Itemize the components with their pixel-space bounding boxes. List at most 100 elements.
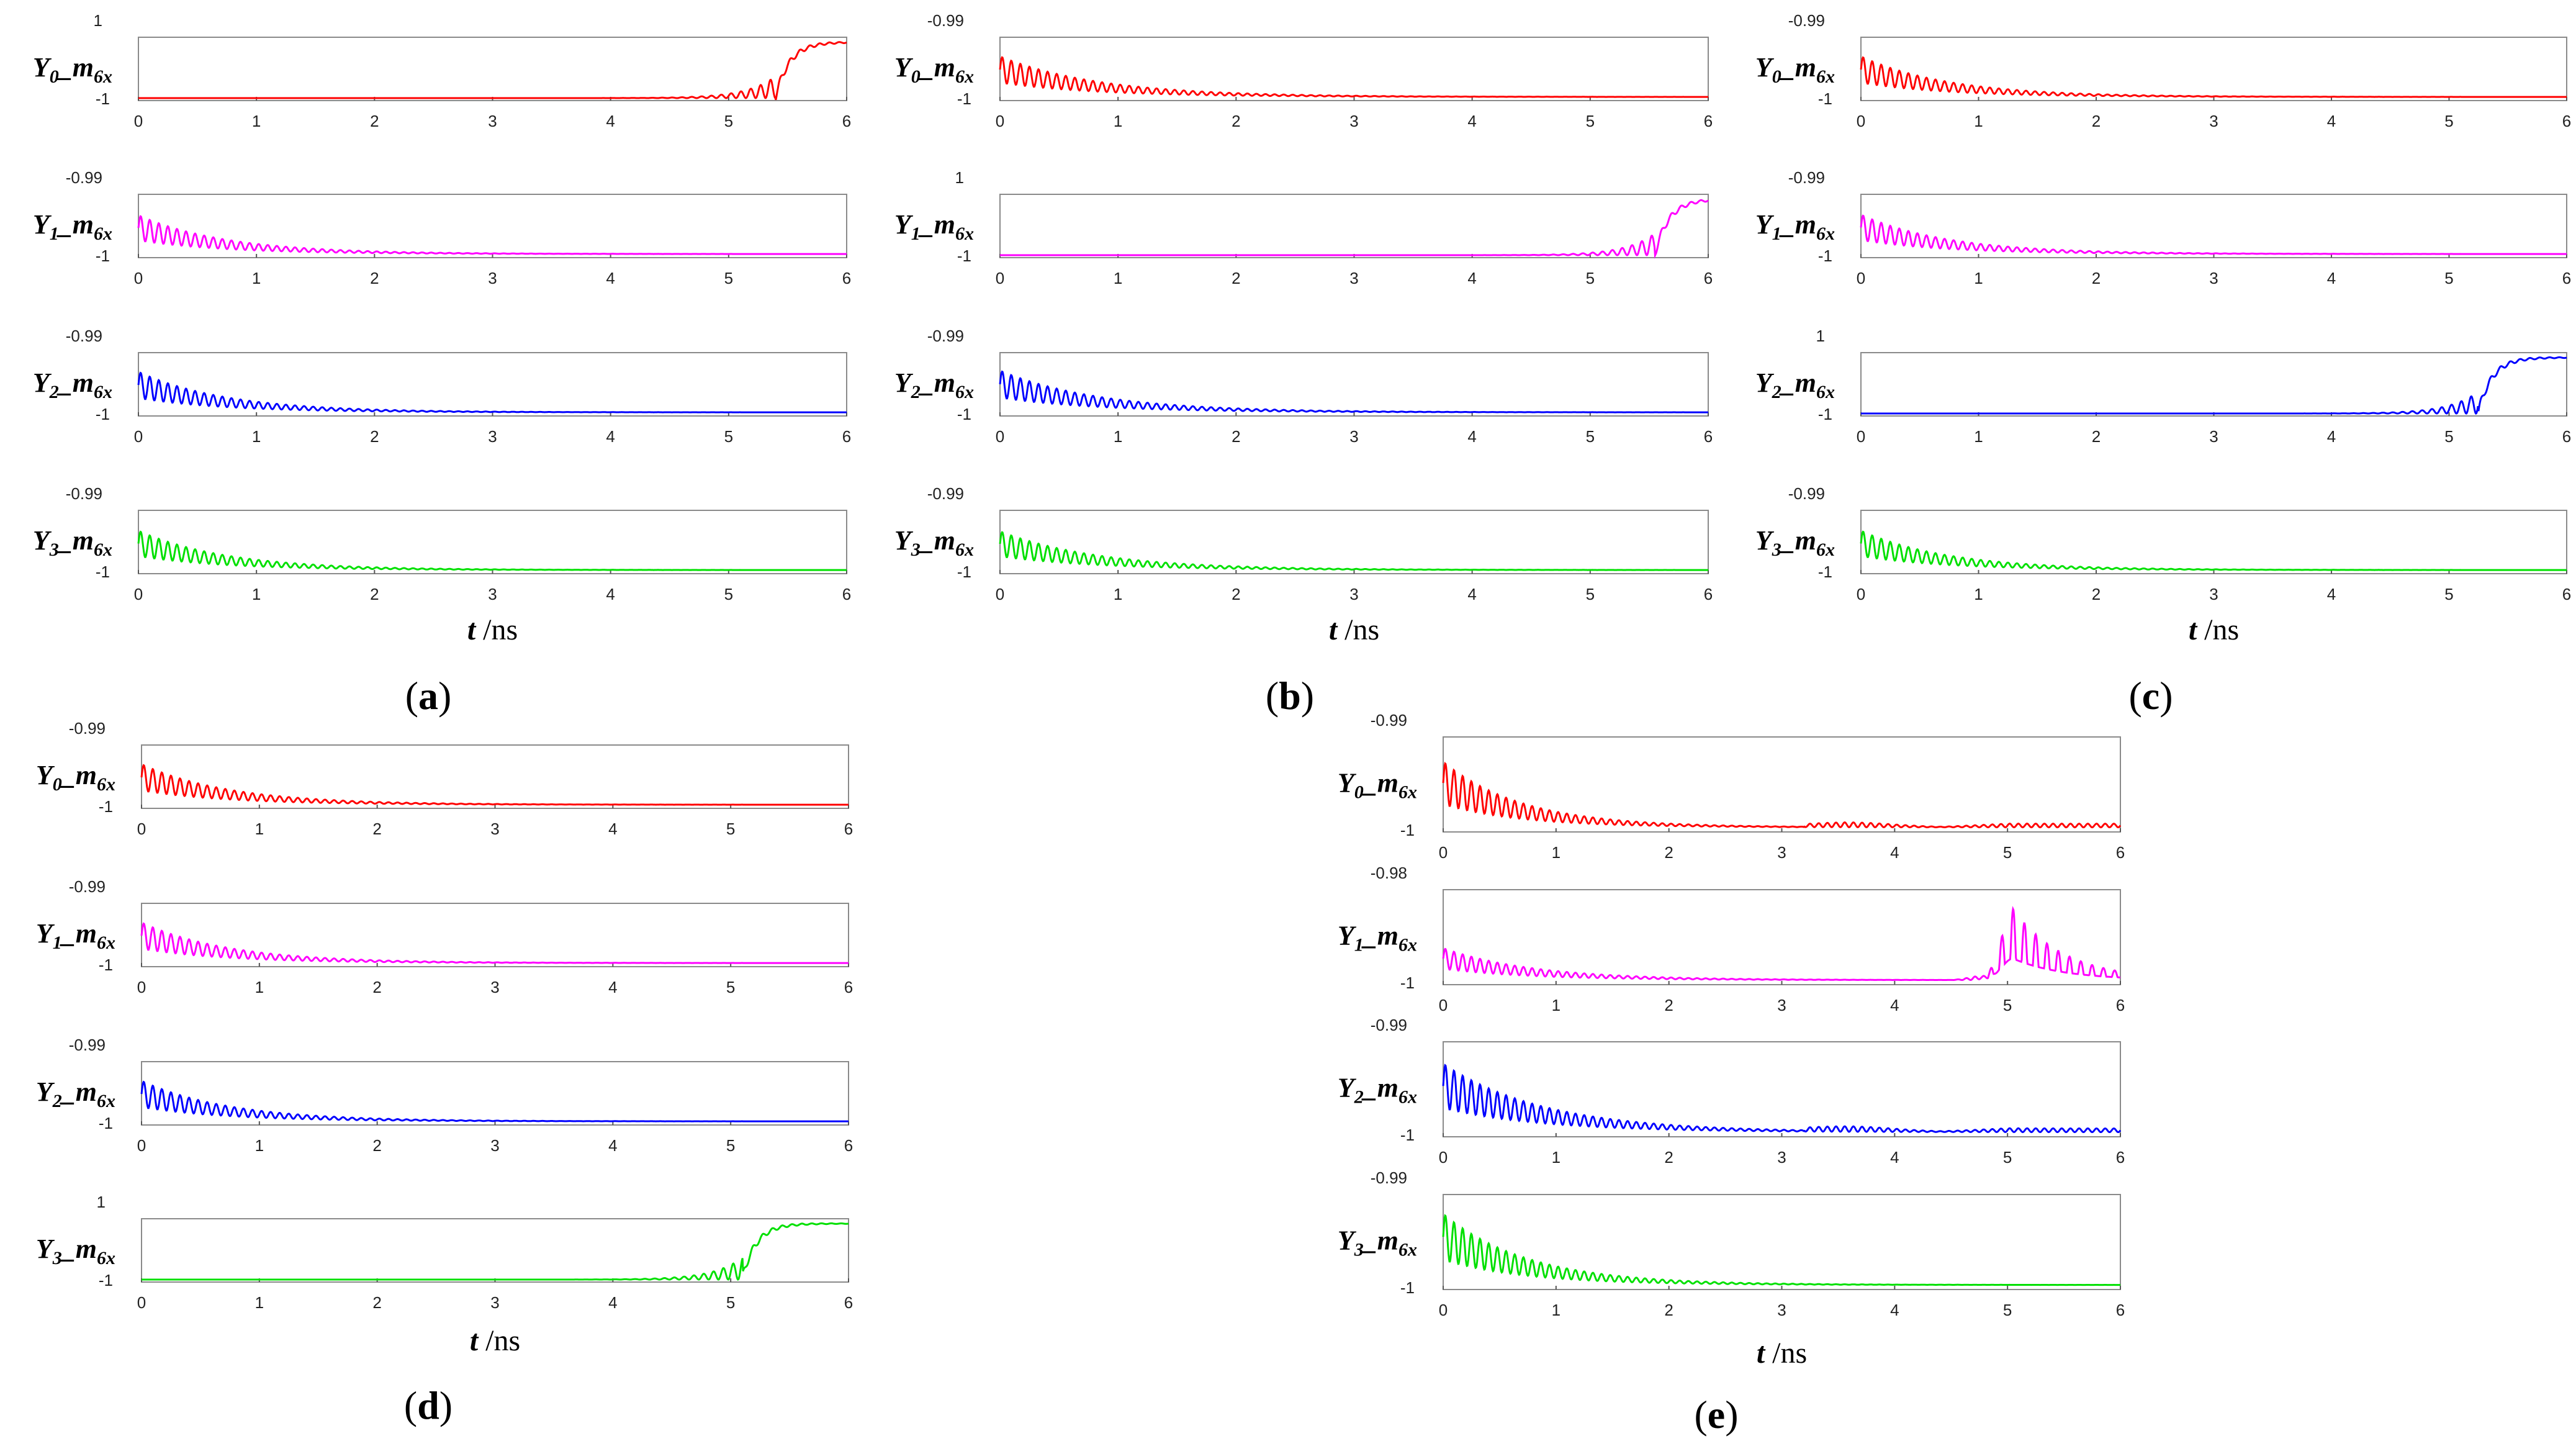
series-line-Y1 [140, 922, 849, 964]
xtick-label: 0 [1857, 585, 1865, 603]
xtick-label: 6 [2116, 843, 2125, 862]
xtick-label: 2 [2092, 585, 2101, 603]
ytick-top-label: 1 [97, 1193, 106, 1211]
xtick-label: 6 [2116, 1301, 2125, 1319]
xtick-label: 0 [137, 820, 146, 838]
ytick-top-label: -0.99 [927, 11, 964, 30]
xtick-label: 3 [1349, 585, 1358, 603]
ytick-bottom-label: -1 [957, 246, 971, 265]
axes-frame [1860, 352, 2567, 417]
ytick-bottom-label: -1 [1818, 405, 1832, 423]
xtick-label: 0 [996, 269, 1004, 287]
xtick-label: 3 [1777, 1301, 1786, 1319]
ytick-top-label: -0.99 [69, 1036, 106, 1054]
ytick-bottom-label: -1 [957, 89, 971, 108]
xtick-label: 4 [1467, 112, 1476, 130]
xtick-label: 0 [1857, 269, 1865, 287]
xtick-label: 6 [844, 1293, 853, 1312]
ytick-bottom-label: -1 [96, 246, 110, 265]
panel-label: (c) [2128, 674, 2173, 718]
xtick-label: 6 [844, 1136, 853, 1155]
xtick-label: 2 [372, 978, 381, 996]
xtick-label: 6 [842, 269, 851, 287]
series-line-Y2 [1442, 1064, 2122, 1134]
ylabel: Y2_m6x [36, 1077, 115, 1111]
panel-label: (b) [1266, 674, 1314, 718]
xtick-label: 1 [1552, 1301, 1560, 1319]
subplot-c-Y1: -0.99 -1 0 1 2 3 4 5 6 Y1_m6x [1755, 168, 2571, 287]
subplot-b-Y3: -0.99 -1 0 1 2 3 4 5 6 Y3_m6x [894, 484, 1713, 603]
ytick-bottom-label: -1 [96, 89, 110, 108]
xtick-label: 1 [252, 269, 261, 287]
xtick-label: 6 [2116, 1148, 2125, 1167]
panel-a: 1-10 1 2 3 4 5 6Y0_m6x-0.99-10 1 2 3 4 5 6Y1_m6x-0.9… [33, 11, 851, 718]
xtick-label: 3 [2209, 585, 2218, 603]
axes-frame [1443, 889, 2121, 985]
xtick-label: 6 [842, 112, 851, 130]
subplot-e-Y2: -0.99 -1 0 1 2 3 4 5 6 Y2_m6x [1338, 1016, 2125, 1167]
axes-frame [1443, 736, 2121, 833]
ytick-bottom-label: -1 [1400, 973, 1415, 992]
xtick-label: 6 [2562, 112, 2571, 130]
ytick-top-label: -0.99 [66, 484, 102, 503]
series-line-Y3 [142, 1222, 849, 1281]
xtick-label: 0 [1857, 427, 1865, 446]
series-line-Y2 [1861, 356, 2567, 415]
series-line-Y2 [999, 370, 1708, 413]
ytick-top-label: -0.98 [1371, 864, 1407, 882]
xtick-label: 5 [726, 1136, 735, 1155]
xtick-label: 0 [134, 427, 143, 446]
xtick-label: 6 [844, 978, 853, 996]
xtick-label: 5 [724, 585, 733, 603]
subplot-b-Y2: -0.99 -1 0 1 2 3 4 5 6 Y2_m6x [894, 327, 1713, 446]
subplot-a-Y3: -0.99 -1 0 1 2 3 4 5 6 Y3_m6x [33, 484, 851, 603]
panel-label: (e) [1694, 1393, 1738, 1437]
ytick-bottom-label: -1 [1400, 1126, 1415, 1144]
xtick-label: 6 [842, 427, 851, 446]
ytick-bottom-label: -1 [99, 797, 113, 816]
xtick-label: 0 [137, 978, 146, 996]
ytick-top-label: -0.99 [69, 719, 106, 738]
ytick-top-label: -0.99 [1371, 1168, 1407, 1187]
ytick-top-label: -0.99 [927, 484, 964, 503]
xtick-label: 4 [606, 269, 615, 287]
xtick-label: 5 [2444, 112, 2453, 130]
xtick-label: 3 [488, 427, 497, 446]
xtick-label: 4 [608, 820, 617, 838]
xtick-label: 6 [2116, 996, 2125, 1014]
subplot-a-Y1: -0.99 -1 0 1 2 3 4 5 6 Y1_m6x [33, 168, 851, 287]
ylabel: Y0_m6x [33, 52, 112, 87]
xlabel: t /ns [1757, 1337, 1807, 1370]
xtick-label: 4 [608, 1136, 617, 1155]
ylabel: Y0_m6x [894, 52, 974, 87]
xtick-label: 4 [1467, 427, 1476, 446]
xtick-label: 5 [2003, 1301, 2012, 1319]
subplot-a-Y0: 1 -1 0 1 2 3 4 5 6 Y0_m6x [33, 11, 851, 130]
xtick-label: 3 [1349, 427, 1358, 446]
xtick-label: 3 [1777, 996, 1786, 1014]
xtick-label: 2 [2092, 427, 2101, 446]
xtick-label: 2 [1232, 585, 1240, 603]
xtick-label: 2 [1232, 112, 1240, 130]
ylabel: Y3_m6x [1338, 1226, 1417, 1260]
xtick-label: 2 [1664, 1301, 1673, 1319]
xtick-label: 3 [1777, 843, 1786, 862]
panel-e: -0.99 -1 0 1 2 3 4 5 6 Y0_m6x -0.98 -1 0 1 2 3 4 5 6 Y1_m6x… [1338, 711, 2125, 1437]
xtick-label: 6 [1704, 427, 1713, 446]
series-line-Y1 [1000, 199, 1709, 259]
series-line-Y0 [1860, 56, 2567, 98]
xtick-label: 2 [370, 112, 379, 130]
series-line-Y0 [999, 56, 1708, 98]
ylabel: Y2_m6x [1755, 368, 1835, 402]
xtick-label: 0 [1439, 1148, 1448, 1167]
ytick-top-label: 1 [1816, 327, 1825, 345]
series-line-Y0 [138, 41, 847, 101]
subplot-d-Y3: 1 -1 0 1 2 3 4 5 6 Y3_m6x [36, 1193, 853, 1312]
xlabel: t /ns [470, 1324, 520, 1357]
xtick-label: 3 [490, 1136, 499, 1155]
ytick-top-label: -0.99 [1788, 11, 1825, 30]
xtick-label: 0 [996, 427, 1004, 446]
ylabel: Y1_m6x [33, 209, 112, 244]
xtick-label: 5 [726, 978, 735, 996]
xtick-label: 1 [252, 112, 261, 130]
